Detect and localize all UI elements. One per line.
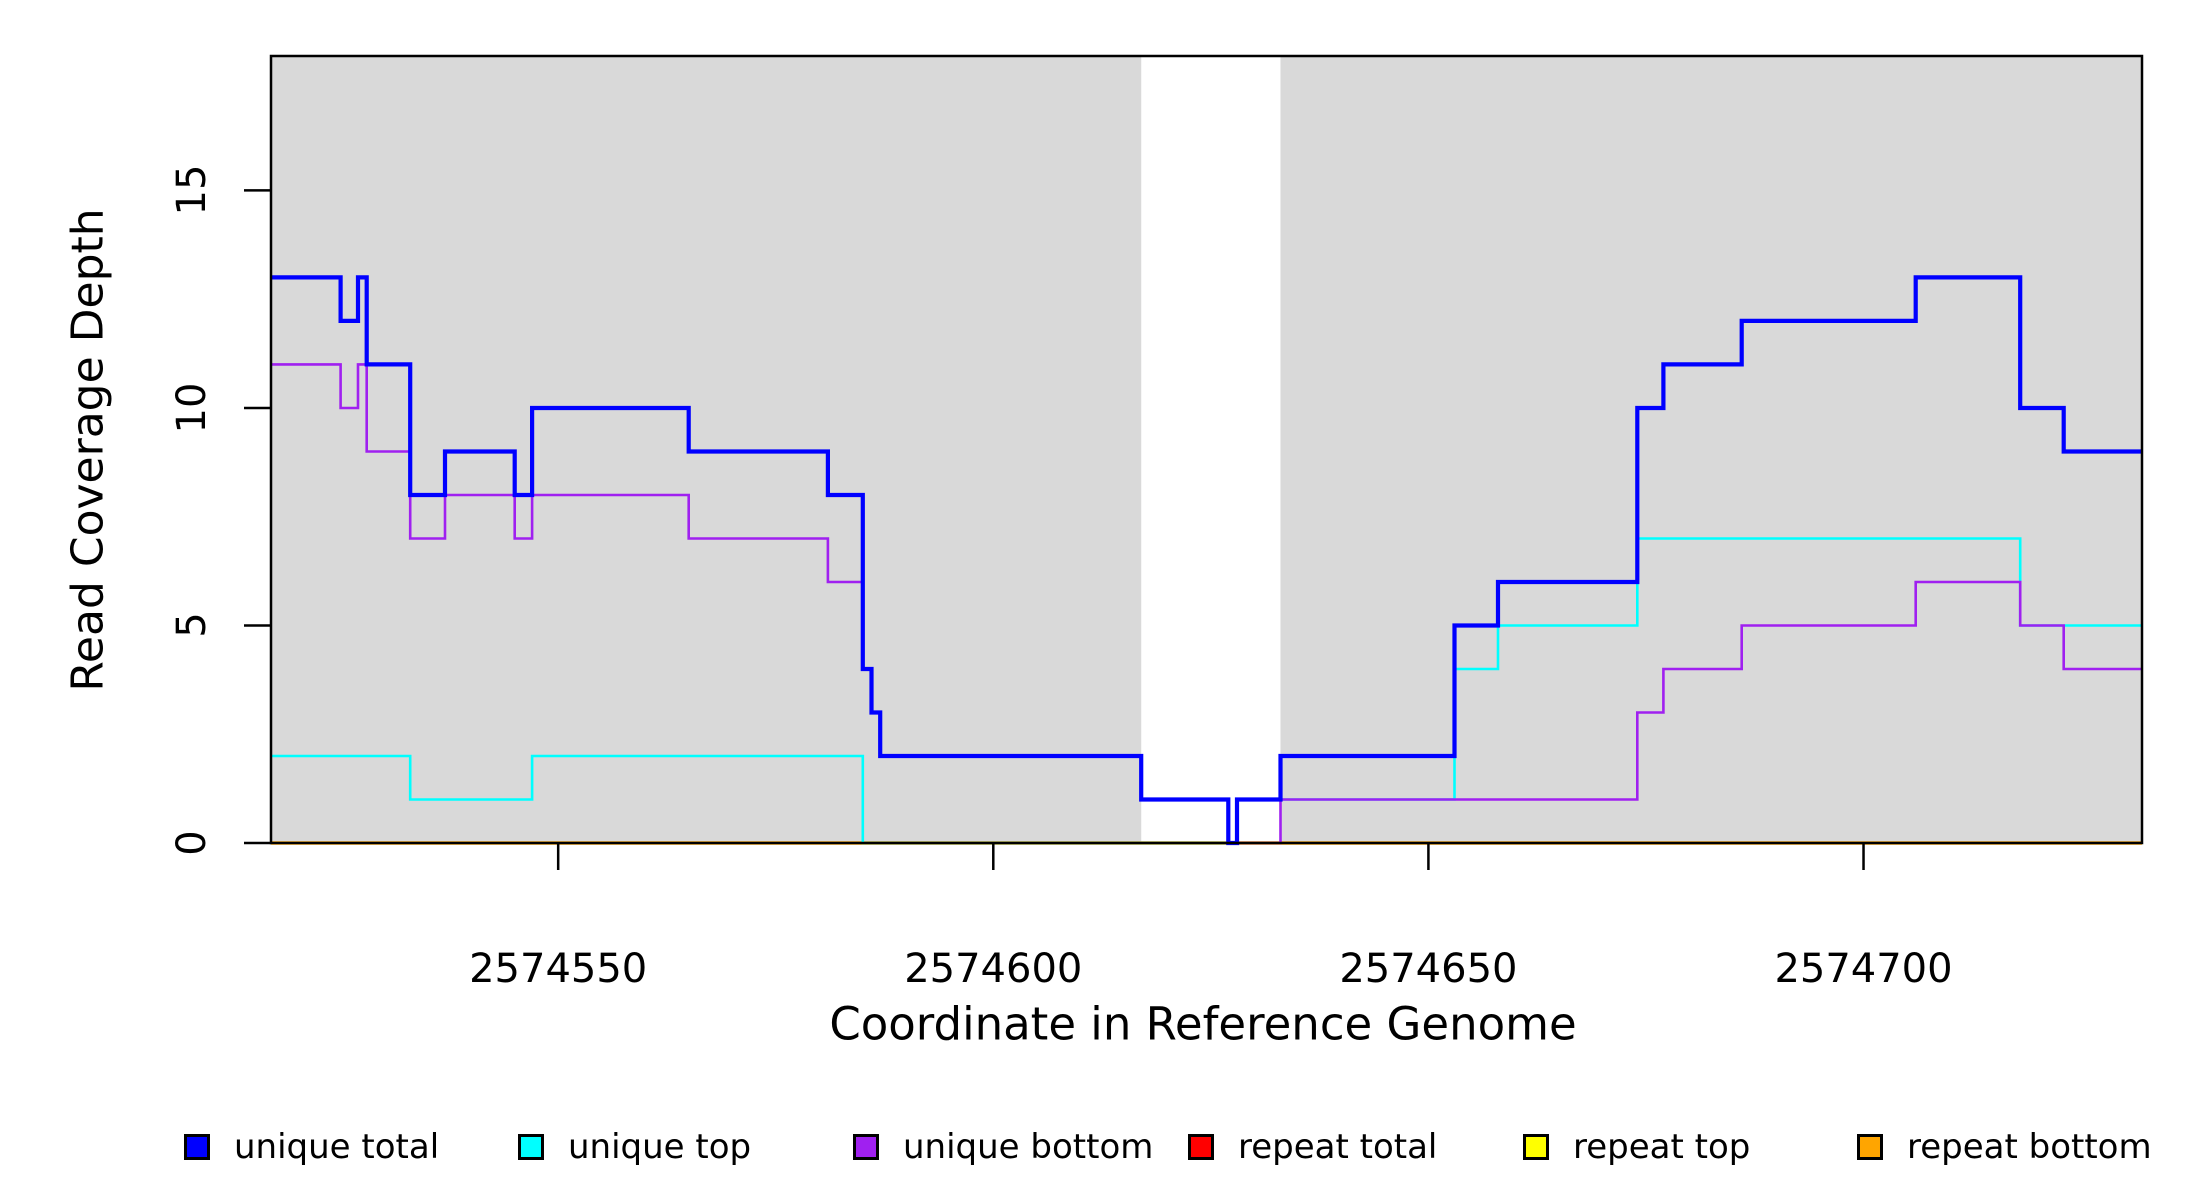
y-tick-label: 10: [169, 382, 215, 434]
plot-border: [269, 54, 2144, 845]
legend-swatch-repeat-top: [1523, 1134, 1549, 1160]
legend-label: repeat top: [1573, 1127, 1751, 1167]
legend-label: repeat bottom: [1907, 1127, 2152, 1167]
legend-label: unique top: [568, 1127, 752, 1167]
legend-label: unique bottom: [903, 1127, 1154, 1167]
y-tick-label: 5: [169, 612, 215, 639]
y-tick-label: 15: [169, 164, 215, 216]
series-unique-total-line: [271, 275, 2142, 846]
legend-swatch-unique-top: [518, 1134, 544, 1160]
legend-swatch-repeat-total: [1188, 1134, 1214, 1160]
legend-item-unique-top: unique top: [518, 1127, 751, 1167]
legend-item-repeat-top: repeat top: [1523, 1127, 1750, 1167]
legend-swatch-repeat-bottom: [1857, 1134, 1883, 1160]
amplicon-region: [1280, 56, 2142, 843]
x-tick-label: 2574600: [904, 946, 1083, 992]
x-tick-label: 2574550: [469, 946, 648, 992]
legend-item-repeat-bottom: repeat bottom: [1857, 1127, 2152, 1167]
legend-item-unique-bottom: unique bottom: [853, 1127, 1153, 1167]
legend-swatch-unique-total: [184, 1134, 210, 1160]
legend-item-unique-total: unique total: [184, 1127, 439, 1167]
legend-label: repeat total: [1238, 1127, 1438, 1167]
x-axis-title: Coordinate in Reference Genome: [829, 997, 1577, 1051]
x-tick-label: 2574650: [1339, 946, 1518, 992]
legend-swatch-unique-bottom: [853, 1134, 879, 1160]
x-tick-label: 2574700: [1774, 946, 1953, 992]
y-axis-title: Read Coverage Depth: [62, 208, 114, 692]
legend-label: unique total: [234, 1127, 440, 1167]
y-tick-label: 0: [169, 830, 215, 856]
legend-item-repeat-total: repeat total: [1188, 1127, 1437, 1167]
